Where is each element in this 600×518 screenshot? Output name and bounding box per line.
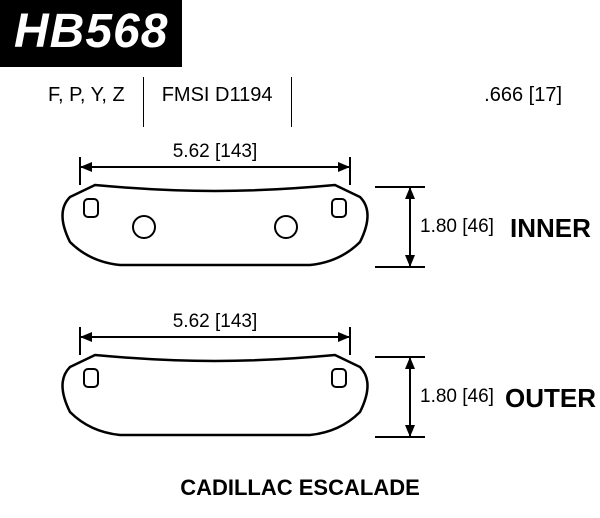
diagram-svg: 5.62 [143] 1.80 [46] INNER 5.62 [143] [0, 127, 600, 507]
part-number-header: HB568 [0, 0, 182, 67]
inner-side-label: INNER [510, 213, 591, 243]
outer-pad-group: 5.62 [143] 1.80 [46] OUTER [63, 311, 597, 437]
spec-row: F, P, Y, Z FMSI D1194 .666 [17] [0, 67, 600, 127]
inner-pad-feature [332, 199, 346, 217]
outer-pad-feature [84, 369, 98, 387]
outer-pad-feature [332, 369, 346, 387]
inner-height-label: 1.80 [46] [420, 216, 494, 237]
inner-pad-group: 5.62 [143] 1.80 [46] INNER [63, 141, 592, 267]
inner-pad-hole [133, 216, 155, 238]
outer-pad-outline [63, 355, 368, 435]
spec-compounds: F, P, Y, Z [30, 77, 144, 127]
diagram-area: 5.62 [143] 1.80 [46] INNER 5.62 [143] [0, 127, 600, 507]
inner-pad-hole [275, 216, 297, 238]
outer-height-label: 1.80 [46] [420, 386, 494, 407]
inner-pad-feature [84, 199, 98, 217]
spec-thickness: .666 [17] [466, 77, 600, 127]
vehicle-label: CADILLAC ESCALADE [0, 475, 600, 501]
inner-pad-outline [63, 185, 368, 265]
outer-side-label: OUTER [505, 383, 596, 413]
outer-width-label: 5.62 [143] [173, 311, 258, 332]
inner-width-label: 5.62 [143] [173, 141, 258, 162]
spec-fmsi: FMSI D1194 [144, 77, 292, 127]
